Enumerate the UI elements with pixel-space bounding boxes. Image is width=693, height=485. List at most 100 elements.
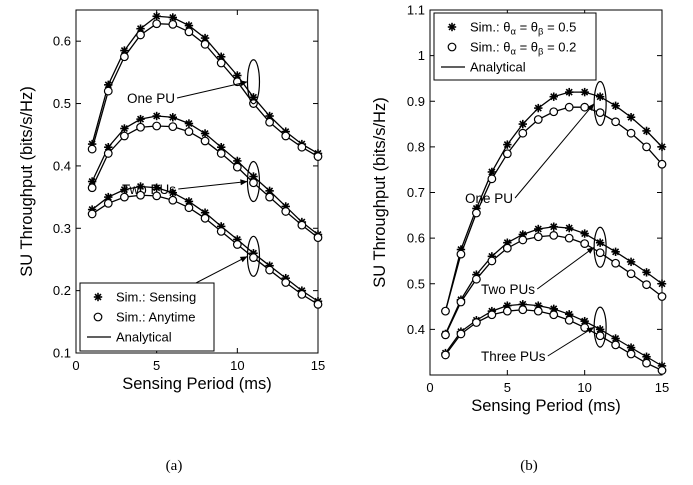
point-circle-2 [441,350,450,360]
group-annotation: Two PUs [122,182,176,197]
point-circle-0 [297,142,307,152]
point-star-1 [534,224,543,234]
point-circle-2 [200,213,210,223]
callout-arrow [176,81,248,99]
point-circle-2 [564,315,574,325]
point-star-0 [595,92,605,101]
point-circle-0 [502,149,512,159]
point-circle-1 [549,230,559,240]
point-star-0 [549,92,558,101]
point-circle-0 [103,86,113,96]
point-star-1 [120,124,129,133]
point-circle-2 [103,198,113,208]
y-tick-label: 0.8 [407,139,425,154]
point-circle-0 [549,107,559,117]
point-circle-1 [518,235,528,245]
point-star-0 [565,87,574,97]
point-circle-2 [265,265,275,275]
point-star-0 [200,33,210,43]
legend-entry: Sim.: Sensing [116,290,196,305]
point-star-0 [152,12,161,21]
point-circle-1 [249,178,258,188]
point-circle-1 [265,192,275,202]
point-circle-1 [103,149,113,158]
point-circle-0 [611,117,620,127]
point-circle-0 [313,152,323,161]
point-circle-1 [313,233,323,243]
x-axis-label: Sensing Period (ms) [471,397,620,415]
group-annotation: One PU [465,191,513,206]
point-star-1 [565,223,574,233]
y-axis-label: SU Throughput (bits/s/Hz) [18,86,36,276]
point-circle-1 [281,207,291,216]
point-circle-1 [441,330,450,340]
y-tick-label: 1 [418,48,425,63]
point-circle-2 [472,318,481,327]
point-star-1 [184,119,194,128]
point-circle-0 [657,159,667,169]
y-tick-label: 0.4 [407,322,425,337]
y-tick-label: 0.5 [407,276,425,291]
x-tick-label: 5 [504,380,511,395]
legend-entry: Sim.: θα = θβ = 0.5 [470,20,576,38]
y-tick-label: 0.5 [53,96,71,111]
callout-ellipse [593,80,607,127]
group-annotation: Two PUs [481,282,535,297]
callout-arrowhead [239,80,248,87]
point-star-0 [642,126,651,136]
legend-entry: Analytical [116,330,172,345]
y-tick-label: 0.6 [53,34,71,49]
point-circle-2 [611,340,620,350]
point-circle-0 [456,249,466,259]
point-star-1 [626,257,636,267]
point-star-0 [503,140,512,149]
y-tick-label: 0.1 [53,346,71,361]
legend-star-marker [93,292,103,302]
callout-arrow [178,181,248,190]
point-circle-2 [249,253,258,262]
x-tick-label: 15 [655,380,669,395]
point-circle-0 [87,144,97,154]
point-star-0 [657,142,667,152]
point-star-2 [152,183,161,192]
point-star-0 [626,113,636,122]
y-tick-label: 0.4 [53,158,71,173]
point-circle-2 [657,366,667,375]
point-circle-1 [200,136,210,146]
legend: Sim.: Sensing Sim.: Anytime Analytical [79,282,215,352]
x-tick-label: 5 [153,358,160,373]
y-tick-label: 0.9 [407,94,425,109]
point-star-0 [487,167,497,177]
callout-arrowhead [586,327,595,334]
point-circle-1 [580,239,590,249]
point-circle-2 [281,278,291,287]
point-circle-1 [168,122,178,132]
point-star-2 [120,185,129,194]
point-star-1 [200,129,210,138]
point-star-0 [518,119,527,129]
point-circle-1 [152,121,162,131]
point-circle-1 [297,220,307,230]
y-tick-label: 1.1 [407,3,425,18]
legend-entry: Sim.: Anytime [116,310,195,325]
point-circle-1 [472,274,481,284]
point-circle-1 [119,131,129,141]
group-annotation: Three PUs [481,349,546,364]
point-star-1 [152,111,161,121]
y-tick-label: 0.7 [407,185,425,200]
point-star-0 [611,101,620,111]
point-circle-1 [626,269,636,279]
point-circle-2 [580,323,590,332]
point-circle-0 [216,58,226,68]
point-circle-0 [472,208,481,218]
legend-entry: Analytical [470,60,526,75]
point-star-0 [534,103,543,113]
point-circle-1 [502,243,512,253]
x-tick-label: 0 [426,380,433,395]
point-circle-2 [502,306,512,316]
point-circle-0 [119,52,129,62]
point-circle-0 [168,19,178,29]
callout-arrow [536,246,595,290]
point-circle-2 [119,192,129,202]
point-star-0 [580,87,589,97]
